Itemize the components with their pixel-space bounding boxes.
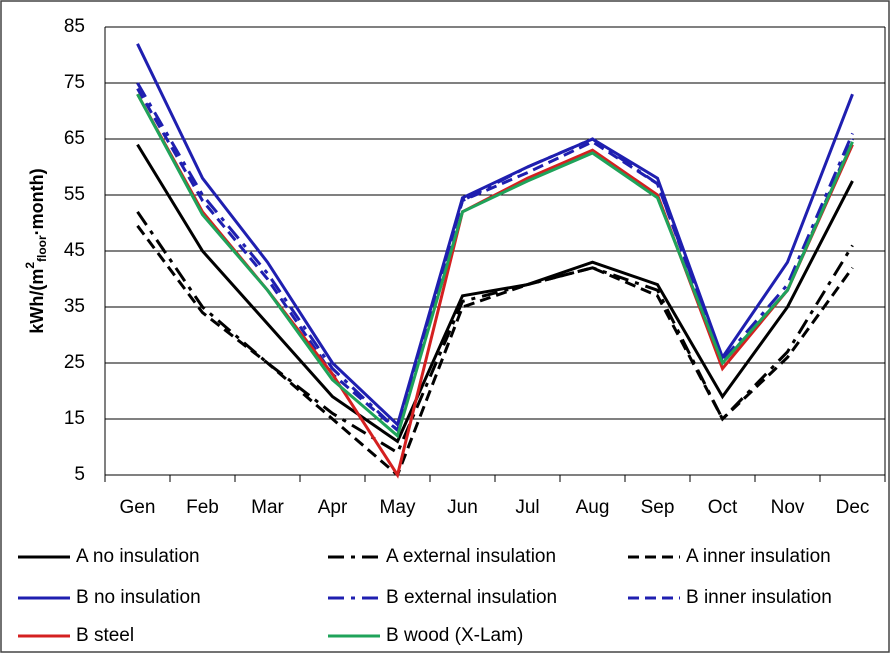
y-label-sup: 2 xyxy=(23,262,37,269)
y-label-sub: floor xyxy=(35,235,49,262)
series-line xyxy=(136,224,854,478)
x-tick-label: Jul xyxy=(515,497,539,518)
legend-label: B inner insulation xyxy=(686,587,832,608)
y-tick-label: 15 xyxy=(64,408,85,429)
series-line xyxy=(136,143,854,444)
series-line xyxy=(136,43,854,428)
y-tick-label: 75 xyxy=(64,72,85,93)
x-tick-label: Jun xyxy=(447,497,478,518)
x-tick-label: Aug xyxy=(576,497,610,518)
legend-label: B steel xyxy=(76,625,134,646)
x-tick-label: Mar xyxy=(251,497,284,518)
legend-label: B external insulation xyxy=(386,587,557,608)
x-tick-label: Dec xyxy=(836,497,870,518)
y-label-part: ·month) xyxy=(27,168,47,235)
x-tick-label: Gen xyxy=(120,497,156,518)
legend-label: B wood (X-Lam) xyxy=(386,625,523,646)
y-axis-label: kWh/(m2floor·month) xyxy=(23,168,49,333)
x-tick-label: Sep xyxy=(641,497,675,518)
y-tick-label: 35 xyxy=(64,296,85,317)
series-line xyxy=(136,93,854,439)
x-tick-label: Feb xyxy=(186,497,219,518)
y-tick-label: 45 xyxy=(64,240,85,261)
legend-label: A external insulation xyxy=(386,546,556,567)
x-tick-label: Nov xyxy=(771,497,805,518)
y-tick-label: 25 xyxy=(64,352,85,373)
legend-label: A no insulation xyxy=(76,546,200,567)
legend-label: B no insulation xyxy=(76,587,201,608)
x-tick-label: Oct xyxy=(708,497,738,518)
y-tick-label: 55 xyxy=(64,184,85,205)
y-tick-label: 65 xyxy=(64,128,85,149)
x-tick-label: Apr xyxy=(318,497,348,518)
series-line xyxy=(136,82,854,433)
y-tick-label: 5 xyxy=(74,464,85,485)
legend-label: A inner insulation xyxy=(686,546,831,567)
y-label-part: kWh/(m xyxy=(27,269,47,334)
x-tick-label: May xyxy=(380,497,416,518)
y-tick-label: 85 xyxy=(64,16,85,37)
